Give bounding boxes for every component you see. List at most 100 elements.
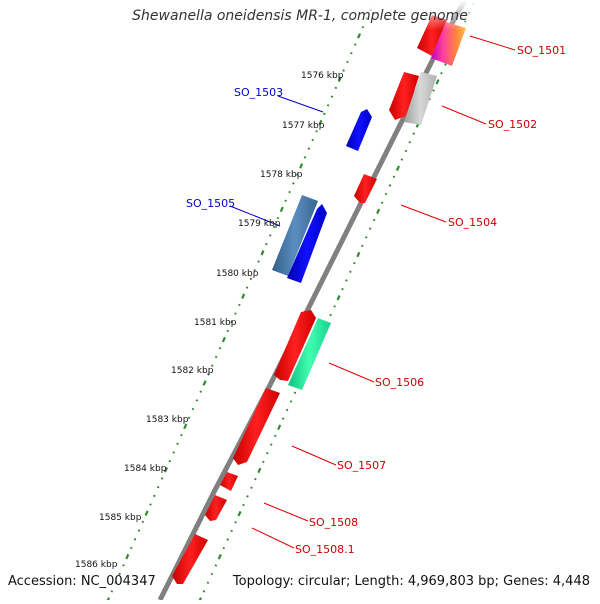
- cds-so1506: [274, 310, 316, 381]
- gene-labels: SO_1501 SO_1502 SO_1503 SO_1504 SO_1505 …: [186, 44, 566, 556]
- outer-tick-ring-tick: [353, 261, 356, 265]
- tick-label: 1579 kbp: [238, 219, 281, 229]
- inner-tick-ring-tick: [303, 156, 307, 159]
- inner-tick-ring-tick: [168, 459, 172, 463]
- inner-tick-ring-tick: [125, 553, 130, 560]
- outer-tick-ring-tick: [388, 184, 392, 187]
- outer-tick-ring-tick: [432, 89, 435, 92]
- inner-tick-ring-tick: [191, 407, 195, 411]
- outer-tick-ring-tick: [380, 201, 384, 205]
- outer-tick-ring-tick: [285, 408, 289, 412]
- outer-tick-ring-tick: [372, 218, 376, 222]
- inner-tick-ring-tick: [253, 268, 257, 272]
- outer-tick-ring-tick: [356, 251, 361, 258]
- cds-so1502: [389, 72, 419, 120]
- inner-tick-ring-tick: [272, 225, 276, 229]
- inner-tick-ring-tick: [141, 520, 145, 524]
- outer-tick-ring-tick: [293, 391, 297, 395]
- inner-tick-ring-tick: [144, 510, 149, 516]
- outer-tick-ring-tick: [214, 564, 218, 567]
- inner-tick-ring-tick: [218, 347, 222, 350]
- inner-tick-ring-tick: [230, 320, 233, 324]
- outer-tick-ring-tick: [242, 503, 245, 507]
- tick-label: 1580 kbp: [216, 269, 259, 279]
- outer-tick-ring-tick: [217, 554, 222, 560]
- inner-tick-ring-tick: [311, 138, 314, 142]
- cds-so1504: [354, 174, 377, 203]
- inner-tick-ring-tick: [110, 590, 114, 593]
- inner-tick-ring-tick: [163, 467, 169, 473]
- cds-so1503: [346, 109, 372, 151]
- inner-tick-ring-tick: [307, 147, 311, 150]
- outer-tick-ring-tick: [349, 270, 352, 274]
- gene-label: SO_1503: [234, 86, 283, 99]
- outer-tick-ring-tick: [364, 236, 368, 239]
- inner-tick-ring-tick: [183, 423, 188, 430]
- tick-label: 1584 kbp: [124, 464, 167, 474]
- inner-tick-ring-tick: [334, 86, 338, 90]
- inner-tick-ring-tick: [268, 234, 272, 237]
- outer-tick-ring-tick: [376, 208, 381, 215]
- inner-tick-ring-tick: [149, 503, 152, 506]
- leader-lines: [229, 35, 516, 549]
- inner-tick-ring-tick: [288, 190, 291, 194]
- outer-tick-ring-tick: [333, 305, 336, 308]
- outer-tick-ring-tick: [234, 521, 237, 524]
- inner-tick-ring-tick: [342, 69, 345, 72]
- gene-label: SO_1502: [488, 118, 537, 131]
- inner-tick-ring-tick: [299, 163, 304, 169]
- inner-tick-ring-tick: [284, 199, 287, 202]
- inner-tick-ring-tick: [265, 242, 268, 246]
- inner-tick-ring-tick: [249, 277, 253, 281]
- tick-label: 1583 kbp: [146, 415, 189, 425]
- inner-tick-ring-tick: [318, 119, 323, 126]
- inner-tick-ring-tick: [295, 173, 299, 176]
- outer-tick-ring-tick: [202, 590, 206, 593]
- outer-tick-ring-tick: [254, 477, 257, 481]
- inner-tick-ring-tick: [187, 416, 191, 420]
- inner-tick-ring-tick: [279, 206, 284, 213]
- inner-tick-ring-tick: [133, 538, 137, 541]
- inner-tick-ring-tick: [326, 104, 330, 107]
- inner-tick-ring-tick: [221, 336, 226, 343]
- outer-tick-ring-tick: [368, 227, 372, 230]
- gene-label: SO_1508.1: [295, 543, 355, 556]
- outer-tick-ring-tick: [428, 97, 431, 101]
- outer-tick-ring-tick: [210, 572, 214, 576]
- tick-labels: 1576 kbp 1577 kbp 1578 kbp 1579 kbp 1580…: [75, 71, 344, 570]
- inner-tick-ring-tick: [176, 442, 179, 445]
- outer-tick-ring-tick: [277, 424, 282, 431]
- inner-tick-ring-tick: [276, 216, 280, 220]
- inner-tick-ring-tick: [210, 364, 214, 367]
- outer-tick-ring-tick: [269, 443, 273, 446]
- inner-tick-ring-tick: [350, 51, 353, 55]
- outer-tick-ring-tick: [273, 434, 277, 438]
- inner-tick-ring-tick: [195, 399, 199, 402]
- outer-tick-ring-tick: [266, 451, 269, 455]
- gene-label: SO_1506: [375, 376, 424, 389]
- inner-tick-ring-tick: [234, 312, 237, 315]
- outer-tick-ring-tick: [412, 132, 416, 135]
- outer-tick-ring-tick: [392, 175, 396, 179]
- inner-tick-ring-tick: [322, 112, 326, 116]
- outer-tick-ring-tick: [230, 529, 233, 533]
- inner-tick-ring-tick: [153, 494, 156, 498]
- inner-tick-ring-tick: [241, 293, 246, 299]
- inner-tick-ring-tick: [129, 546, 133, 550]
- inner-tick-ring-tick: [118, 572, 121, 576]
- inner-tick-ring-tick: [202, 380, 207, 386]
- inner-tick-ring-tick: [337, 76, 342, 82]
- outer-tick-ring-tick: [361, 244, 364, 248]
- outer-tick-ring-tick: [222, 546, 226, 550]
- inner-tick-ring-tick: [226, 329, 230, 333]
- outer-tick-ring-tick: [206, 581, 210, 584]
- gene-label: SO_1508: [309, 516, 358, 529]
- outer-tick-ring-tick: [289, 400, 293, 403]
- outer-tick-ring-tick: [237, 510, 242, 517]
- leader-so1508-1: [251, 527, 295, 549]
- gene-label: SO_1507: [337, 459, 386, 472]
- cds-so1502-grey: [404, 72, 437, 125]
- tick-label: 1586 kbp: [75, 560, 118, 570]
- inner-tick-ring-tick: [156, 485, 160, 489]
